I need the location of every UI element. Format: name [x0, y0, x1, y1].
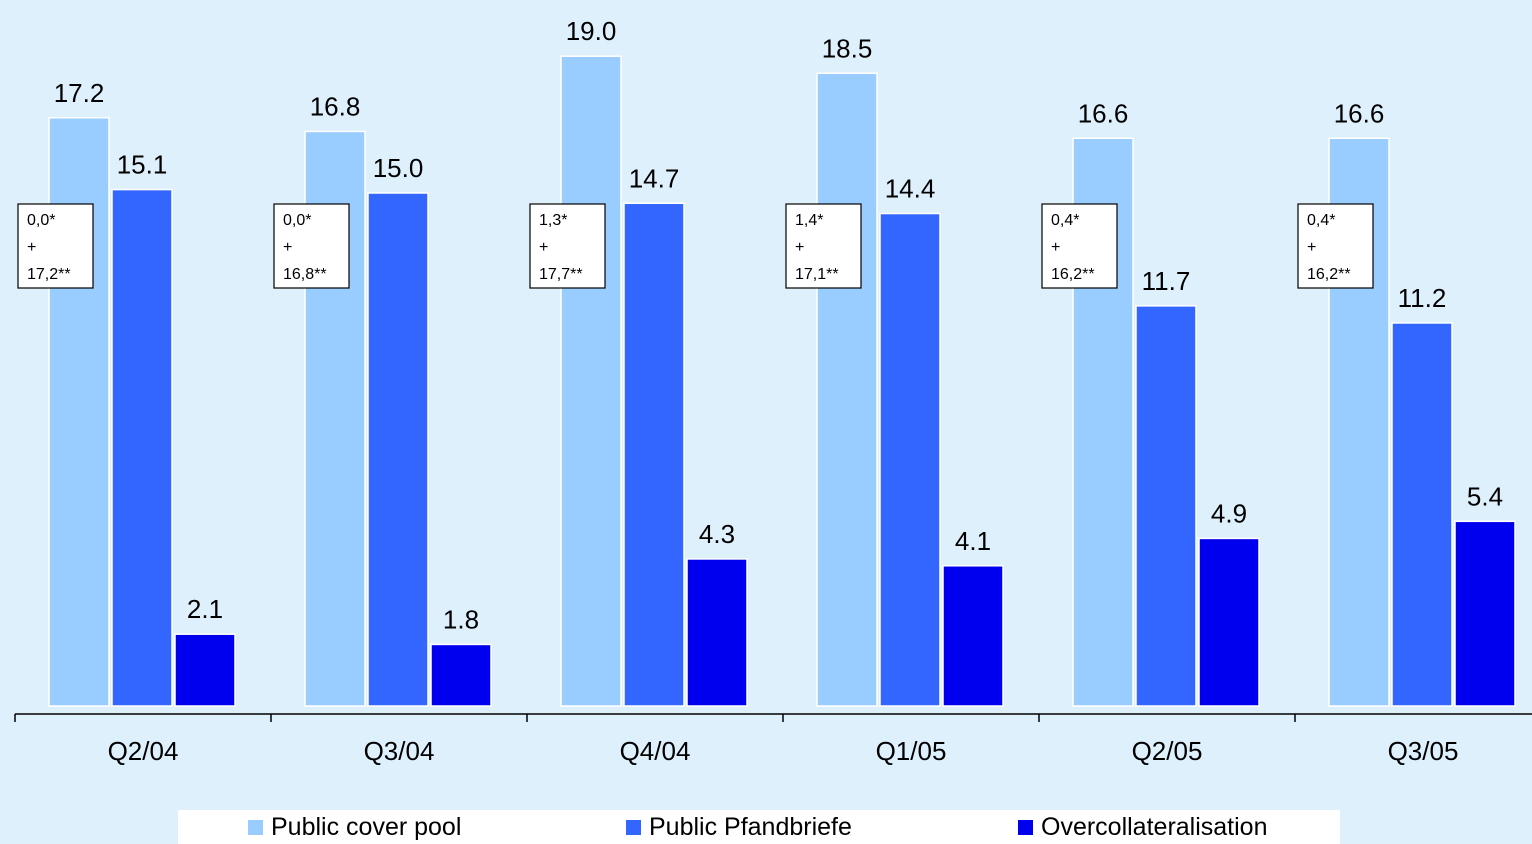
- annotation-text: 17,7**: [539, 266, 583, 283]
- data-label: 4.3: [699, 519, 735, 549]
- annotation-text: 16,2**: [1051, 266, 1095, 283]
- annotation-text: 17,2**: [27, 266, 71, 283]
- annotation-text: 0,4*: [1051, 212, 1079, 229]
- annotation-box: [273, 203, 350, 289]
- annotation-text: 0,0*: [283, 212, 311, 229]
- bar-chart: Q2/04 17.2 15.1 2.1 0,0* +17,2** Q3/04 16.8 15.0…: [14, 16, 1532, 766]
- legend-item-public-cover-pool: Public cover pool: [248, 813, 461, 842]
- data-label: 14.4: [885, 174, 936, 204]
- data-label: 4.1: [955, 526, 991, 556]
- annotation-text: +: [539, 239, 548, 256]
- bar-public-pfandbriefe: [1135, 305, 1197, 707]
- annotation-text: 0,4*: [1307, 212, 1335, 229]
- data-label: 16.6: [1078, 98, 1129, 128]
- bar-public-pfandbriefe: [879, 212, 941, 707]
- bar-public-pfandbriefe: [367, 192, 429, 707]
- data-label: 5.4: [1467, 481, 1503, 511]
- data-label: 11.2: [1398, 283, 1447, 313]
- annotation-text: 16,8**: [283, 266, 327, 283]
- x-tick-label: Q3/05: [1388, 736, 1459, 766]
- annotation-box: [785, 203, 862, 289]
- annotation-box: [1297, 203, 1374, 289]
- data-label: 15.1: [117, 150, 168, 180]
- bar-overcollateralisation: [174, 633, 236, 707]
- legend-label: Public cover pool: [271, 812, 462, 841]
- legend-swatch: [248, 819, 263, 835]
- bar-overcollateralisation: [430, 643, 492, 707]
- data-label: 17.2: [54, 78, 105, 108]
- legend: Public cover pool Public Pfandbriefe Ove…: [178, 810, 1340, 844]
- bar-public-pfandbriefe: [111, 188, 173, 707]
- legend-label: Public Pfandbriefe: [649, 812, 852, 841]
- legend-item-overcollateralisation: Overcollateralisation: [1018, 813, 1268, 842]
- annotation-box: [529, 203, 606, 289]
- bar-overcollateralisation: [1454, 520, 1516, 707]
- bar-public-pfandbriefe: [623, 202, 685, 707]
- data-label: 11.7: [1142, 266, 1191, 296]
- data-label: 15.0: [373, 153, 424, 183]
- annotation-box: [1041, 203, 1118, 289]
- data-label: 19.0: [566, 16, 617, 46]
- legend-swatch: [1018, 819, 1033, 835]
- legend-item-public-pfandbriefe: Public Pfandbriefe: [626, 813, 852, 842]
- legend-swatch: [626, 819, 641, 835]
- annotation-box: [17, 203, 94, 289]
- bar-overcollateralisation: [1198, 537, 1260, 707]
- annotation-text: +: [283, 239, 292, 256]
- bar-public-pfandbriefe: [1391, 322, 1453, 707]
- annotation-text: +: [1307, 239, 1316, 256]
- data-label: 14.7: [629, 163, 680, 193]
- data-label: 1.8: [443, 604, 479, 634]
- x-tick-label: Q4/04: [620, 736, 691, 766]
- annotation-text: 17,1**: [795, 266, 839, 283]
- bar-public-cover-pool: [560, 55, 622, 707]
- bar-overcollateralisation: [686, 558, 748, 707]
- annotation-text: 0,0*: [27, 212, 55, 229]
- annotation-text: 1,4*: [795, 212, 823, 229]
- x-tick-label: Q3/04: [364, 736, 435, 766]
- bar-overcollateralisation: [942, 565, 1004, 707]
- annotation-text: 16,2**: [1307, 266, 1351, 283]
- bar-public-cover-pool: [816, 72, 878, 707]
- annotation-text: 1,3*: [539, 212, 567, 229]
- data-label: 18.5: [822, 33, 873, 63]
- data-label: 16.8: [310, 91, 361, 121]
- x-tick-label: Q2/04: [108, 736, 179, 766]
- data-label: 16.6: [1334, 98, 1385, 128]
- annotation-text: +: [27, 239, 36, 256]
- annotation-text: +: [1051, 239, 1060, 256]
- legend-label: Overcollateralisation: [1041, 812, 1268, 841]
- x-tick-label: Q2/05: [1132, 736, 1203, 766]
- data-label: 2.1: [187, 594, 223, 624]
- x-tick-label: Q1/05: [876, 736, 947, 766]
- annotation-text: +: [795, 239, 804, 256]
- data-label: 4.9: [1211, 498, 1247, 528]
